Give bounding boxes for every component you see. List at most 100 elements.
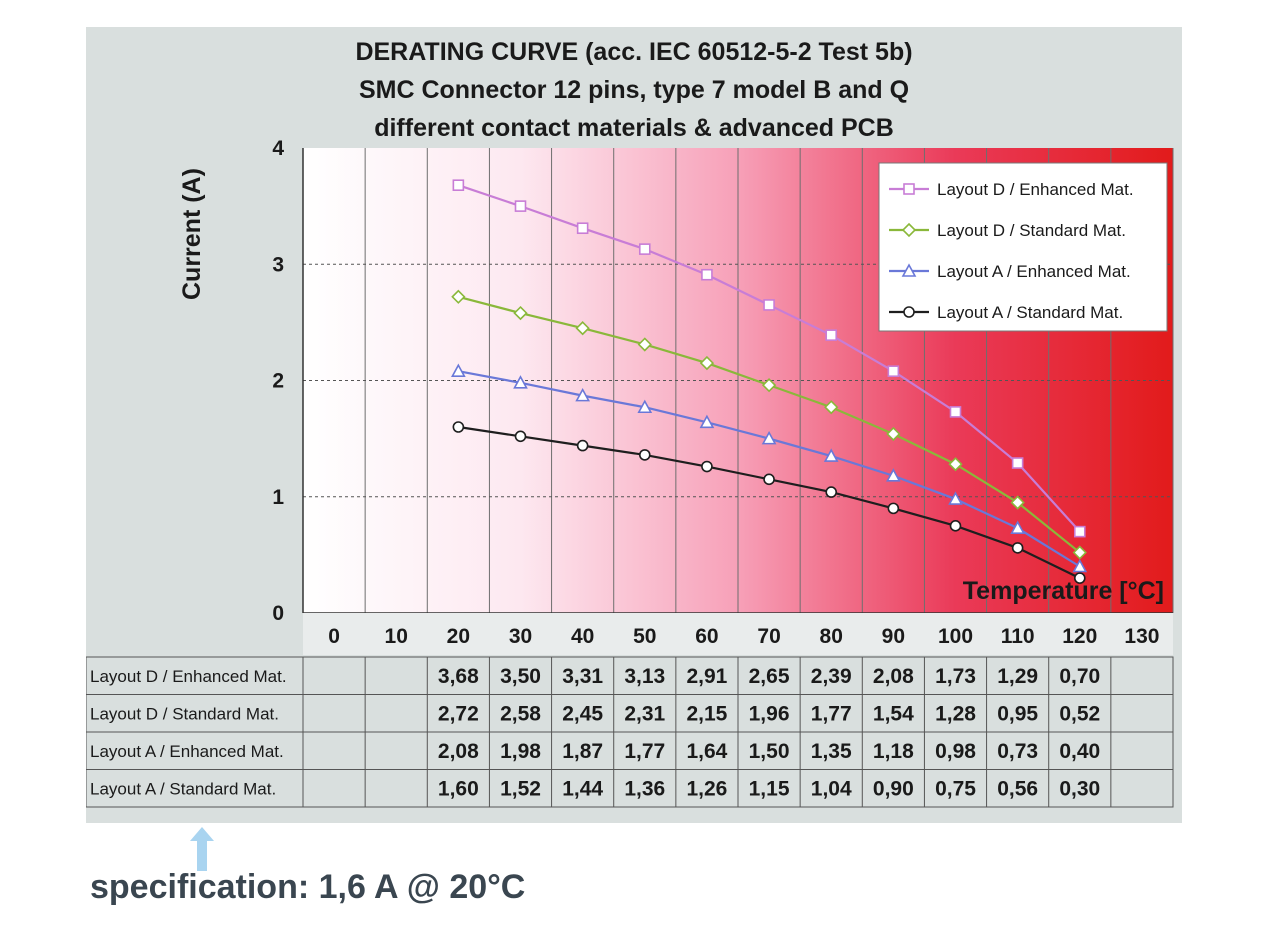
data-point-triangle <box>886 468 901 482</box>
legend: Layout D / Enhanced Mat. Layout D / Stand… <box>878 162 1168 332</box>
table-cell: 0,75 <box>935 777 976 800</box>
x-tick-label: 30 <box>509 625 532 648</box>
data-point-diamond <box>901 222 917 238</box>
data-point-triangle <box>1072 558 1088 573</box>
table-cell: 3,31 <box>562 665 603 688</box>
data-point-triangle <box>761 430 777 445</box>
x-tick-label: 40 <box>571 625 594 648</box>
data-point-circle <box>887 502 900 515</box>
data-point-diamond <box>637 337 652 352</box>
chart-title-line: different contact materials & advanced P… <box>374 114 894 142</box>
table-cell: 1,35 <box>811 740 852 763</box>
data-point-circle <box>903 306 915 318</box>
table-cell: 0,73 <box>997 740 1038 763</box>
data-point-square <box>1011 457 1024 469</box>
data-point-square <box>763 299 775 311</box>
y-axis-label: Current (A) <box>178 168 206 300</box>
data-point-diamond <box>1010 495 1025 510</box>
table-cell: 1,64 <box>686 740 727 763</box>
x-tick-label: 120 <box>1062 625 1097 648</box>
table-cell: 1,77 <box>811 702 852 725</box>
table-cell: 1,60 <box>438 777 479 800</box>
x-tick-label: 60 <box>695 625 718 648</box>
data-point-triangle <box>699 414 715 429</box>
table-cell: 1,29 <box>997 665 1038 688</box>
data-point-diamond <box>824 400 839 415</box>
data-point-circle <box>1011 542 1024 554</box>
data-point-circle <box>452 421 465 433</box>
series-lines <box>451 179 1088 584</box>
table-cell: 2,72 <box>438 702 479 725</box>
data-point-diamond <box>948 457 963 472</box>
x-tick-label: 70 <box>757 625 780 648</box>
table-cell: 1,18 <box>873 740 914 763</box>
data-point-square <box>701 268 713 281</box>
table-cell: 0,98 <box>935 740 976 763</box>
y-tick-label: 4 <box>272 137 284 160</box>
data-point-diamond <box>575 321 590 336</box>
arrow-up-icon <box>190 827 214 871</box>
legend-entry: Layout D / Enhanced Mat. <box>937 180 1134 199</box>
table-row-label: Layout D / Enhanced Mat. <box>90 667 287 686</box>
data-point-square <box>903 183 915 195</box>
table-cell: 1,36 <box>624 777 665 800</box>
table-cell: 1,52 <box>500 777 541 800</box>
data-point-diamond <box>451 289 466 304</box>
data-point-triangle <box>637 399 653 414</box>
data-point-circle <box>576 439 589 452</box>
table-cell: 3,13 <box>624 665 665 688</box>
data-point-circle <box>763 473 775 486</box>
chart-title-line: DERATING CURVE (acc. IEC 60512-5-2 Test … <box>355 38 912 66</box>
table-cell: 0,30 <box>1059 777 1100 800</box>
data-point-square <box>638 243 651 255</box>
chart-title-line: SMC Connector 12 pins, type 7 model B an… <box>359 76 909 104</box>
table-cell: 1,50 <box>749 740 790 763</box>
table-cell: 0,90 <box>873 777 914 800</box>
table-cell: 2,15 <box>686 702 727 725</box>
table-cell: 1,15 <box>749 777 790 800</box>
table-cell: 1,04 <box>811 777 852 800</box>
table-cell: 3,50 <box>500 665 541 688</box>
table-row-label: Layout A / Standard Mat. <box>90 779 276 798</box>
legend-box <box>878 162 1168 332</box>
data-point-triangle <box>1010 520 1025 534</box>
chart-panel: DERATING CURVE (acc. IEC 60512-5-2 Test … <box>86 27 1182 823</box>
data-point-square <box>576 222 589 235</box>
data-point-triangle <box>575 387 590 402</box>
data-table: 0 10 20 30 40 50 60 70 80 90 100 110 120 130 Layout D … <box>86 613 1174 808</box>
table-cell: 3,68 <box>438 665 479 688</box>
table-cell: 2,65 <box>749 665 790 688</box>
data-point-diamond <box>761 378 777 393</box>
y-tick-label: 1 <box>272 486 284 509</box>
table-cell: 2,31 <box>624 702 665 725</box>
table-cell: 1,54 <box>873 702 914 725</box>
table-cell: 1,96 <box>749 702 790 725</box>
table-cell: 0,56 <box>997 777 1038 800</box>
data-point-triangle <box>823 448 839 462</box>
table-cell: 1,73 <box>935 665 976 688</box>
table-cell: 1,87 <box>562 740 603 763</box>
table-cell: 1,28 <box>935 702 976 725</box>
x-tick-band <box>303 613 1173 655</box>
data-point-circle <box>949 520 962 532</box>
table-cell: 2,39 <box>811 665 852 688</box>
data-point-triangle <box>513 375 528 389</box>
data-point-square <box>514 200 527 212</box>
data-point-circle <box>1073 572 1086 584</box>
x-tick-label: 130 <box>1124 625 1159 648</box>
table-cell: 1,77 <box>624 740 665 763</box>
data-point-diamond <box>1072 545 1087 560</box>
data-point-circle <box>514 430 527 443</box>
data-point-square <box>1073 525 1086 538</box>
table-cell: 2,08 <box>438 740 479 763</box>
table-row-label: Layout A / Enhanced Mat. <box>90 742 284 761</box>
data-point-square <box>825 329 838 341</box>
data-point-triangle <box>901 263 917 277</box>
x-tick-label: 100 <box>938 625 973 648</box>
data-point-diamond <box>699 355 715 371</box>
legend-entry: Layout A / Standard Mat. <box>937 303 1123 322</box>
y-tick-label: 3 <box>272 253 284 276</box>
grid-lines <box>302 148 1174 613</box>
legend-entry: Layout D / Standard Mat. <box>937 221 1126 240</box>
x-tick-label: 110 <box>1001 625 1035 648</box>
